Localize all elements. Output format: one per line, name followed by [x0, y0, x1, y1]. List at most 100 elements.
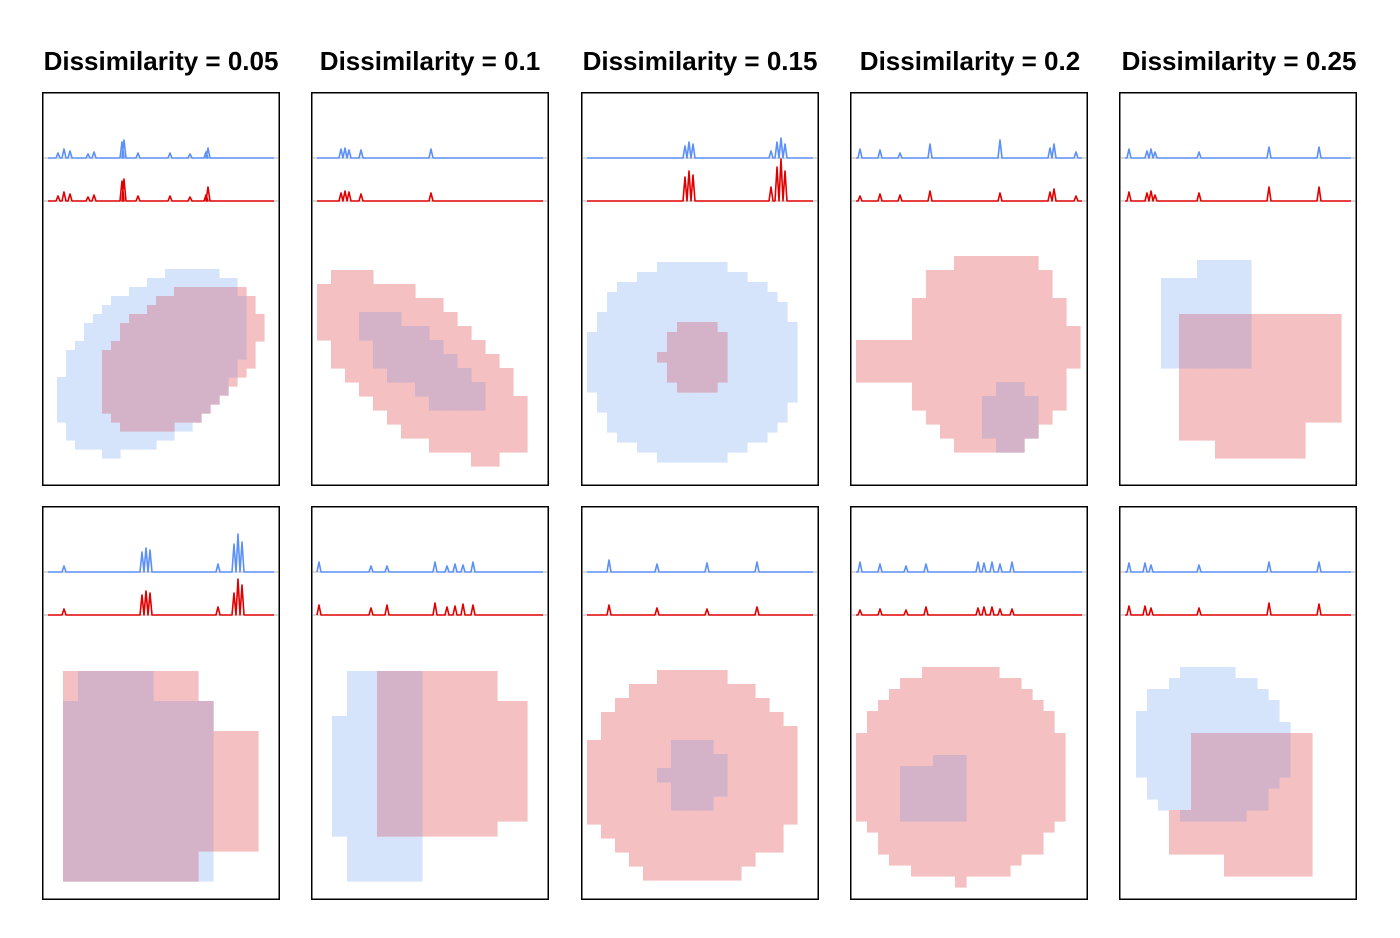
red-cell: [769, 810, 784, 825]
blue-cell: [777, 342, 788, 353]
red-cell: [944, 832, 956, 844]
blue-cell: [787, 362, 798, 373]
blue-cell: [1235, 678, 1247, 690]
overlap-cell: [102, 386, 112, 396]
overlap-cell: [201, 395, 211, 405]
blue-cell: [677, 282, 688, 293]
blue-cell: [627, 412, 638, 423]
blue-cell: [617, 432, 628, 443]
red-cell: [988, 843, 1000, 855]
red-region: [856, 256, 1081, 453]
blue-cell: [717, 382, 728, 393]
red-cell: [968, 270, 983, 285]
red-cell: [422, 686, 438, 702]
blue-cell: [677, 442, 688, 453]
overlap-cell: [183, 395, 193, 405]
red-cell: [601, 796, 616, 811]
red-cell: [437, 701, 453, 717]
red-cell: [769, 740, 784, 755]
overlap-cell: [392, 791, 408, 807]
overlap-cell: [1233, 314, 1252, 333]
blue-cell: [228, 278, 238, 288]
overlap-cell: [201, 341, 211, 351]
blue-cell: [637, 302, 648, 313]
red-cell: [955, 722, 967, 734]
red-cell: [996, 354, 1011, 369]
blue-cell: [607, 392, 618, 403]
blue-cell: [617, 382, 628, 393]
red-cell: [889, 777, 901, 789]
red-cell: [1024, 284, 1039, 299]
red-cell: [954, 340, 969, 355]
overlap-cell: [429, 354, 444, 369]
red-cell: [1052, 298, 1067, 313]
red-cell: [988, 865, 1000, 877]
red-cell: [1032, 821, 1044, 833]
blue-cell: [647, 402, 658, 413]
overlap-cell: [359, 312, 374, 327]
red-cell: [685, 670, 700, 685]
red-region: [856, 667, 1066, 888]
overlap-cell: [93, 731, 109, 747]
overlap-cell: [129, 332, 139, 342]
overlap-cell: [1257, 766, 1269, 778]
red-cell: [422, 821, 438, 837]
overlap-cell: [377, 701, 393, 717]
red-cell: [237, 359, 247, 369]
blue-trace: [587, 559, 813, 573]
red-cell: [228, 791, 244, 807]
overlap-cell: [677, 372, 688, 383]
red-cell: [988, 689, 1000, 701]
blue-cell: [767, 332, 778, 343]
red-cell: [1290, 788, 1302, 800]
red-cell: [912, 312, 927, 327]
blue-cell: [1147, 777, 1159, 789]
blue-cell: [597, 332, 608, 343]
overlap-cell: [415, 354, 430, 369]
red-cell: [999, 722, 1011, 734]
overlap-cell: [153, 761, 169, 777]
red-cell: [1268, 843, 1280, 855]
red-cell: [926, 270, 941, 285]
blue-cell: [637, 352, 648, 363]
overlap-cell: [153, 791, 169, 807]
blue-cell: [120, 296, 130, 306]
red-cell: [168, 686, 184, 702]
blue-cell: [737, 342, 748, 353]
overlap-cell: [147, 386, 157, 396]
overlap-cell: [713, 768, 728, 783]
overlap-cell: [955, 755, 967, 767]
overlap-cell: [138, 791, 154, 807]
blue-cell: [747, 412, 758, 423]
blue-cell: [667, 282, 678, 293]
overlap-cell: [228, 332, 238, 342]
red-cell: [1169, 810, 1181, 822]
red-cell: [977, 788, 989, 800]
red-cell: [499, 410, 514, 425]
overlap-cell: [120, 323, 130, 333]
overlap-cell: [667, 362, 678, 373]
overlap-cell: [201, 377, 211, 387]
overlap-cell: [392, 761, 408, 777]
red-cell: [727, 796, 742, 811]
overlap-cell: [407, 806, 423, 822]
red-cell: [1301, 843, 1313, 855]
overlap-cell: [63, 836, 79, 852]
red-cell: [643, 824, 658, 839]
blue-cell: [617, 292, 628, 303]
overlap-cell: [415, 382, 430, 397]
blue-cell: [1161, 314, 1180, 333]
blue-cell: [102, 422, 112, 432]
red-cell: [856, 733, 868, 745]
blue-cell: [687, 412, 698, 423]
red-cell: [889, 799, 901, 811]
red-cell: [345, 326, 360, 341]
overlap-cell: [392, 806, 408, 822]
overlap-cell: [129, 350, 139, 360]
blue-cell: [607, 352, 618, 363]
blue-cell: [1202, 722, 1214, 734]
overlap-cell: [219, 341, 229, 351]
blue-cell: [1169, 799, 1181, 811]
blue-cell: [1191, 700, 1203, 712]
overlap-cell: [219, 359, 229, 369]
